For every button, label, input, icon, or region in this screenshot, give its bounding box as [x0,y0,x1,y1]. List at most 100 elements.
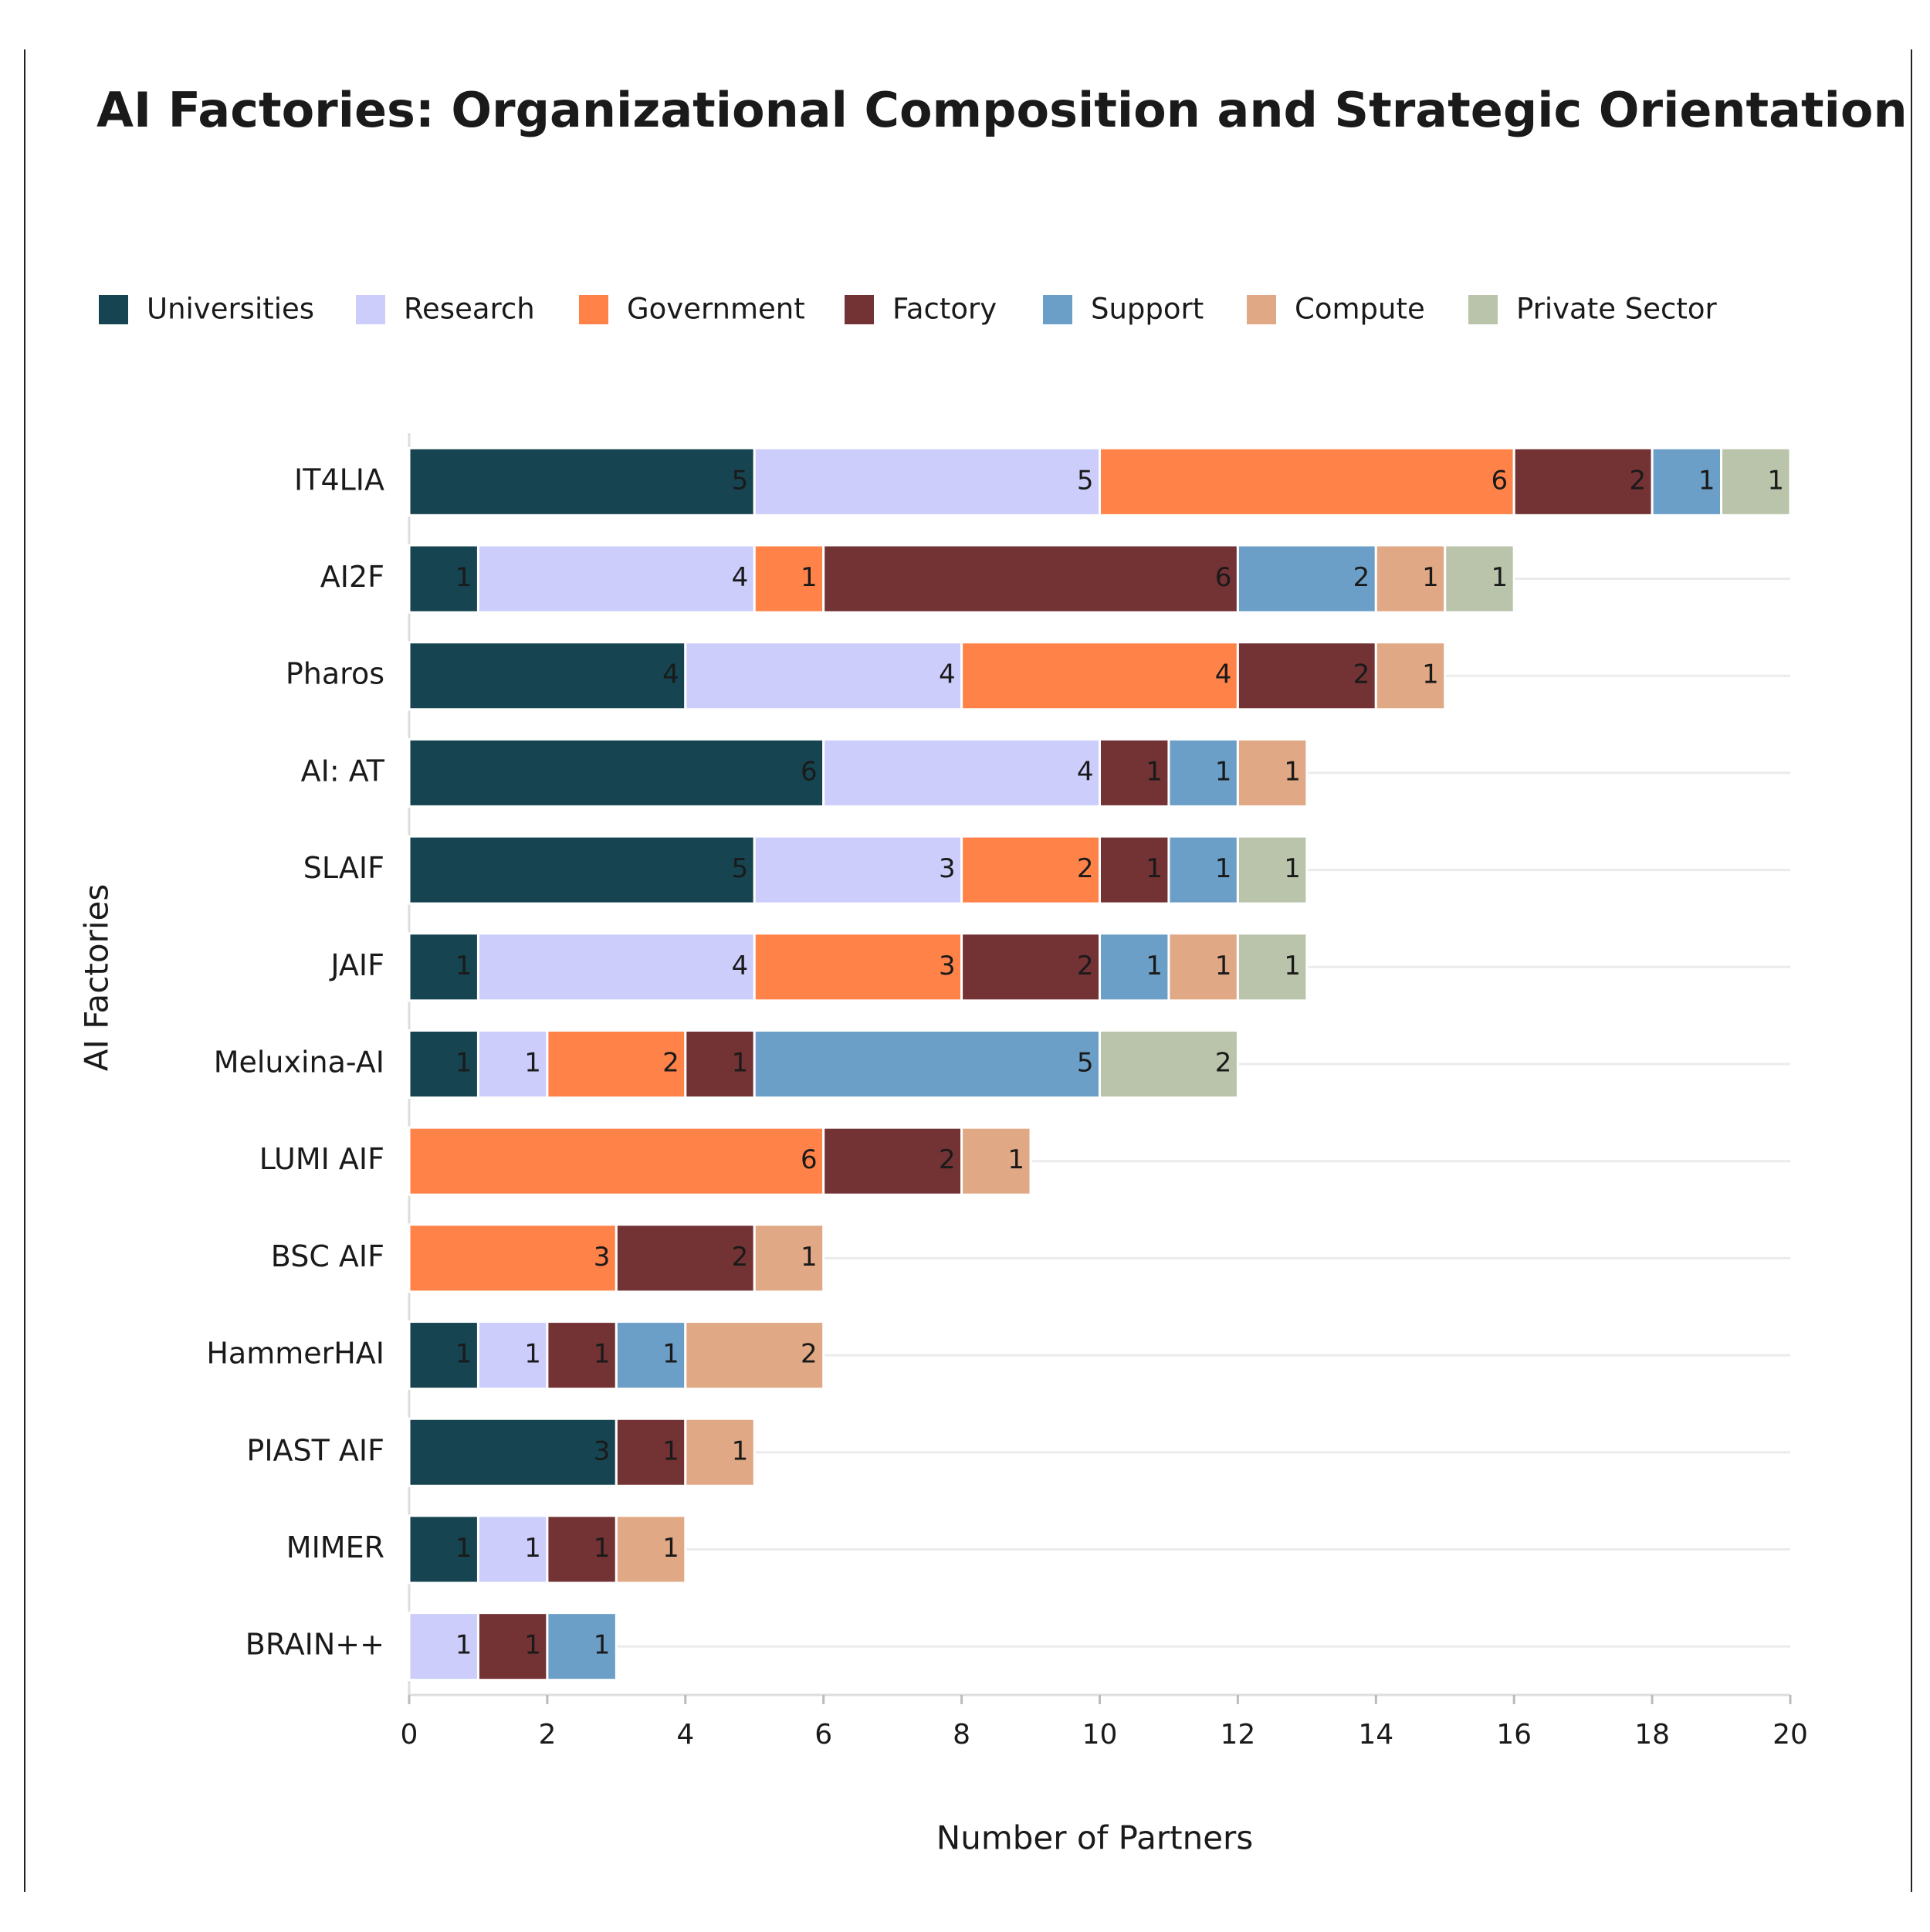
x-tick-label: 18 [1634,1719,1670,1751]
value-label: 2 [939,1144,956,1175]
value-label: 1 [524,1533,541,1564]
y-tick-label: HammerHAI [206,1337,384,1371]
bar-segment [1236,544,1377,614]
y-tick-label: AI2F [320,560,384,594]
x-tick-label: 12 [1220,1719,1255,1751]
bar-segment [408,641,687,711]
y-axis-label: AI Factories [78,884,116,1071]
value-label: 5 [732,465,749,496]
bar-segment [615,1223,756,1293]
value-label: 2 [801,1339,818,1370]
value-label: 1 [662,1533,679,1564]
bar-segment [822,544,1239,614]
bar-segment [615,1320,687,1391]
bar-segment [1236,641,1377,711]
bar-segment [476,1514,549,1585]
value-label: 1 [455,1533,472,1564]
y-tick-label: MIMER [286,1530,384,1564]
value-label: 6 [1215,562,1232,593]
legend-swatch [1247,295,1276,324]
bar-segment [753,544,825,614]
x-tick-label: 20 [1773,1719,1808,1751]
y-tick-label: BSC AIF [271,1239,384,1273]
bar-segment [822,737,1101,808]
bar-segment [753,932,963,1002]
y-tick-label: LUMI AIF [259,1142,384,1176]
value-label: 1 [732,1435,749,1466]
value-label: 1 [594,1533,611,1564]
value-label: 1 [455,562,472,593]
value-label: 2 [732,1242,749,1273]
value-label: 1 [662,1435,679,1466]
value-label: 1 [455,1630,472,1661]
value-label: 2 [1215,1048,1232,1079]
legend-label: Factory [892,293,997,326]
bar-segment [1167,932,1239,1002]
bar-segment [546,1612,618,1682]
bar-segment [408,1223,618,1293]
x-tick-label: 10 [1082,1719,1118,1751]
bar-segment [960,641,1239,711]
value-label: 1 [662,1339,679,1370]
value-label: 1 [524,1339,541,1370]
bar-segment [1099,737,1170,808]
value-label: 1 [594,1630,611,1661]
x-tick-label: 8 [953,1719,970,1751]
value-label: 2 [1353,562,1370,593]
x-axis-label: Number of Partners [936,1819,1253,1857]
value-label: 1 [801,1242,818,1273]
bar-segment [753,1223,825,1293]
bar-segment [1651,446,1723,517]
value-label: 1 [594,1339,611,1370]
bar-segment [753,1029,1101,1099]
value-label: 1 [524,1630,541,1661]
value-label: 4 [662,659,679,690]
bar-segment [476,544,756,614]
value-label: 1 [455,951,472,981]
bar-segment [1099,932,1170,1002]
value-label: 1 [1284,756,1301,787]
value-label: 1 [1767,465,1784,496]
y-tick-label: JAIF [329,948,384,982]
bar-segment [684,641,963,711]
value-label: 1 [1215,853,1232,884]
value-label: 3 [594,1242,611,1273]
bar-segment [753,835,963,905]
bar-segment [1720,446,1792,517]
chart-title: AI Factories: Organizational Composition… [96,82,1908,138]
y-tick-label: BRAIN++ [245,1628,384,1662]
bar-segment [684,1029,756,1099]
legend-label: Research [404,293,535,326]
value-label: 1 [1492,562,1508,593]
y-tick-label: IT4LIA [294,463,384,497]
value-label: 6 [801,1144,818,1175]
bar-segment [684,1320,825,1391]
legend-swatch [1468,295,1498,324]
value-label: 5 [732,853,749,884]
legend-swatch [1043,295,1072,324]
bar-segment [408,932,479,1002]
value-label: 1 [1146,951,1163,981]
bar-segment [615,1514,687,1585]
x-tick-label: 16 [1496,1719,1532,1751]
value-label: 2 [1353,659,1370,690]
legend-label: Private Sector [1516,293,1717,326]
bar-segment [476,1029,549,1099]
value-label: 4 [732,951,749,981]
value-label: 4 [939,659,956,690]
bar-segment [1236,737,1309,808]
value-label: 1 [1284,853,1301,884]
bar-segment [1236,835,1309,905]
y-tick-label: Pharos [286,657,384,691]
bar-segment [476,932,756,1002]
value-label: 1 [1215,756,1232,787]
bar-segment [753,446,1101,517]
bar-segment [960,1126,1032,1196]
legend-label: Compute [1295,293,1425,326]
bar-segment [546,1320,618,1391]
bar-segment [408,1320,479,1391]
value-label: 1 [732,1048,749,1079]
bar-segment [408,1126,825,1196]
y-tick-label: Meluxina-AI [214,1046,384,1080]
